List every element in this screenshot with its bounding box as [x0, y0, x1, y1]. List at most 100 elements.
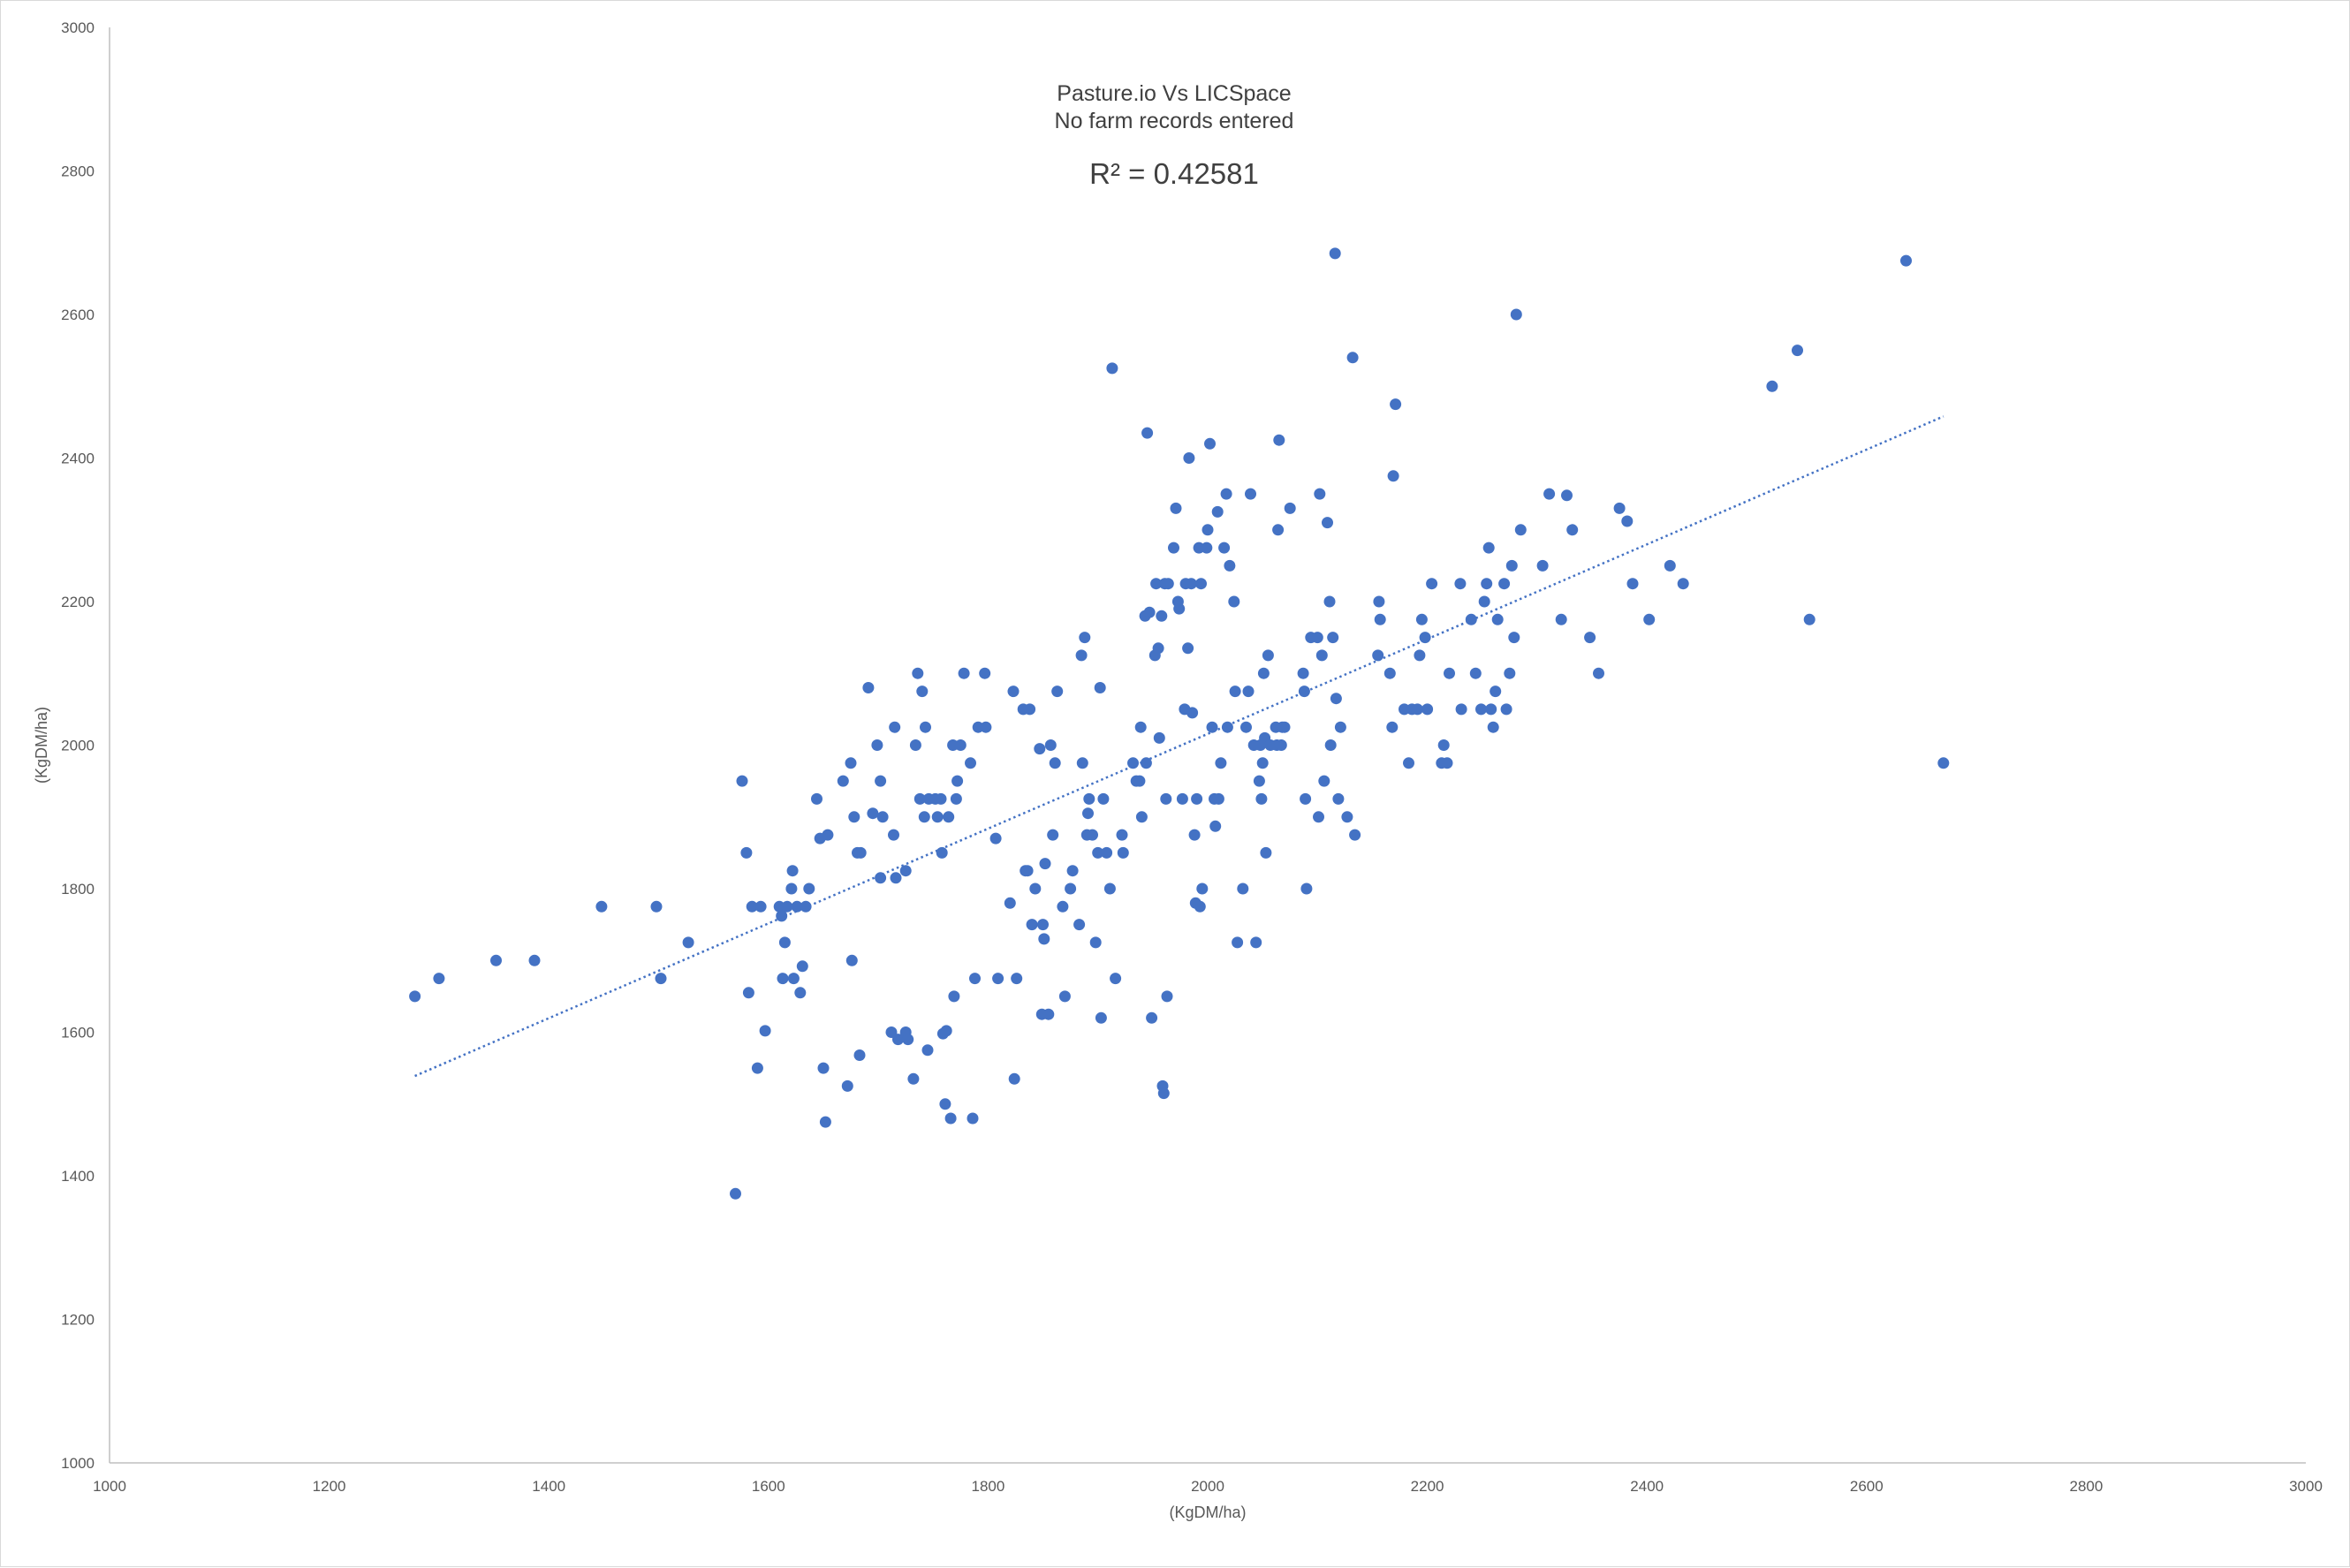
data-point — [655, 973, 667, 985]
data-point — [1403, 757, 1414, 769]
data-point — [1186, 707, 1199, 719]
data-point — [1437, 739, 1450, 751]
data-point — [1242, 686, 1255, 698]
data-point — [730, 1187, 741, 1200]
data-point — [1188, 829, 1201, 841]
data-point — [1346, 352, 1359, 364]
data-point — [1173, 602, 1186, 615]
data-point — [1212, 792, 1224, 805]
y-tick-label: 2800 — [61, 163, 95, 180]
data-point — [1332, 792, 1345, 805]
data-point — [1191, 792, 1203, 805]
data-point — [1007, 686, 1020, 698]
data-point — [1491, 613, 1504, 625]
data-point — [1454, 578, 1467, 590]
data-point — [1411, 703, 1423, 716]
data-point — [1026, 919, 1038, 931]
data-point — [944, 1112, 957, 1125]
data-point — [1441, 757, 1453, 769]
data-point — [1092, 846, 1104, 859]
data-point — [785, 882, 798, 895]
chart-title-line-2: No farm records entered — [1055, 109, 1294, 133]
data-point — [1256, 757, 1269, 769]
data-point — [1237, 882, 1249, 895]
data-point — [1103, 882, 1116, 895]
data-point — [1024, 703, 1036, 716]
data-point — [1150, 578, 1163, 590]
data-points — [409, 247, 1950, 1200]
data-point — [1510, 308, 1522, 321]
data-point — [888, 829, 899, 841]
data-point — [1094, 682, 1106, 693]
data-point — [1543, 488, 1556, 500]
data-point — [1374, 613, 1386, 625]
data-point — [776, 910, 788, 922]
data-point — [1229, 686, 1241, 698]
data-point — [854, 846, 867, 859]
data-point — [1315, 649, 1328, 662]
data-point — [907, 1072, 920, 1085]
data-point — [754, 900, 767, 913]
data-point — [1095, 1011, 1107, 1024]
data-point — [1011, 973, 1023, 985]
y-tick-label: 3000 — [61, 19, 95, 36]
data-point — [1160, 792, 1172, 805]
data-point — [918, 811, 930, 823]
data-point — [1087, 829, 1098, 841]
data-point — [1613, 502, 1626, 514]
data-point — [1677, 578, 1689, 590]
data-point — [1334, 721, 1346, 733]
data-point — [837, 775, 849, 787]
data-point — [912, 667, 924, 679]
data-point — [1162, 578, 1174, 590]
data-point — [1253, 775, 1265, 787]
data-point — [1182, 642, 1194, 655]
data-point — [1143, 606, 1156, 618]
data-point — [1209, 820, 1222, 832]
data-point — [528, 954, 541, 966]
data-point — [958, 667, 970, 679]
data-point — [1101, 846, 1113, 859]
data-point — [1566, 524, 1579, 536]
data-point — [751, 1062, 763, 1074]
data-point — [759, 1025, 771, 1037]
data-point — [1152, 642, 1164, 655]
x-tick-label: 1400 — [532, 1478, 565, 1495]
data-point — [992, 973, 1004, 985]
data-point — [822, 829, 834, 841]
data-point — [1275, 739, 1287, 751]
data-point — [1373, 595, 1385, 608]
data-point — [1029, 882, 1042, 895]
x-tick-label: 2600 — [1850, 1478, 1884, 1495]
data-point — [862, 682, 875, 693]
y-tick-label: 2200 — [61, 594, 95, 610]
y-tick-label: 2600 — [61, 307, 95, 323]
data-point — [1255, 792, 1268, 805]
data-point — [1505, 559, 1518, 572]
data-point — [1490, 686, 1502, 698]
data-point — [1135, 811, 1148, 823]
data-point — [1232, 936, 1244, 949]
data-point — [1202, 524, 1214, 536]
data-point — [1324, 739, 1337, 751]
y-tick-label: 2400 — [61, 451, 95, 467]
y-tick-label: 1600 — [61, 1025, 95, 1042]
data-point — [1498, 578, 1511, 590]
data-point — [1372, 649, 1384, 662]
x-tick-label: 2200 — [1411, 1478, 1444, 1495]
data-point — [935, 792, 947, 805]
data-point — [1260, 846, 1272, 859]
x-axis-title: (KgDM/ha) — [1169, 1504, 1246, 1521]
data-point — [1134, 721, 1147, 733]
data-point — [1314, 488, 1326, 500]
data-point — [1079, 632, 1091, 644]
data-point — [1469, 667, 1482, 679]
data-point — [841, 1079, 853, 1092]
x-tick-label: 2400 — [1630, 1478, 1664, 1495]
data-point — [943, 811, 955, 823]
data-point — [811, 792, 822, 805]
data-point — [1215, 757, 1227, 769]
data-point — [1183, 452, 1195, 464]
